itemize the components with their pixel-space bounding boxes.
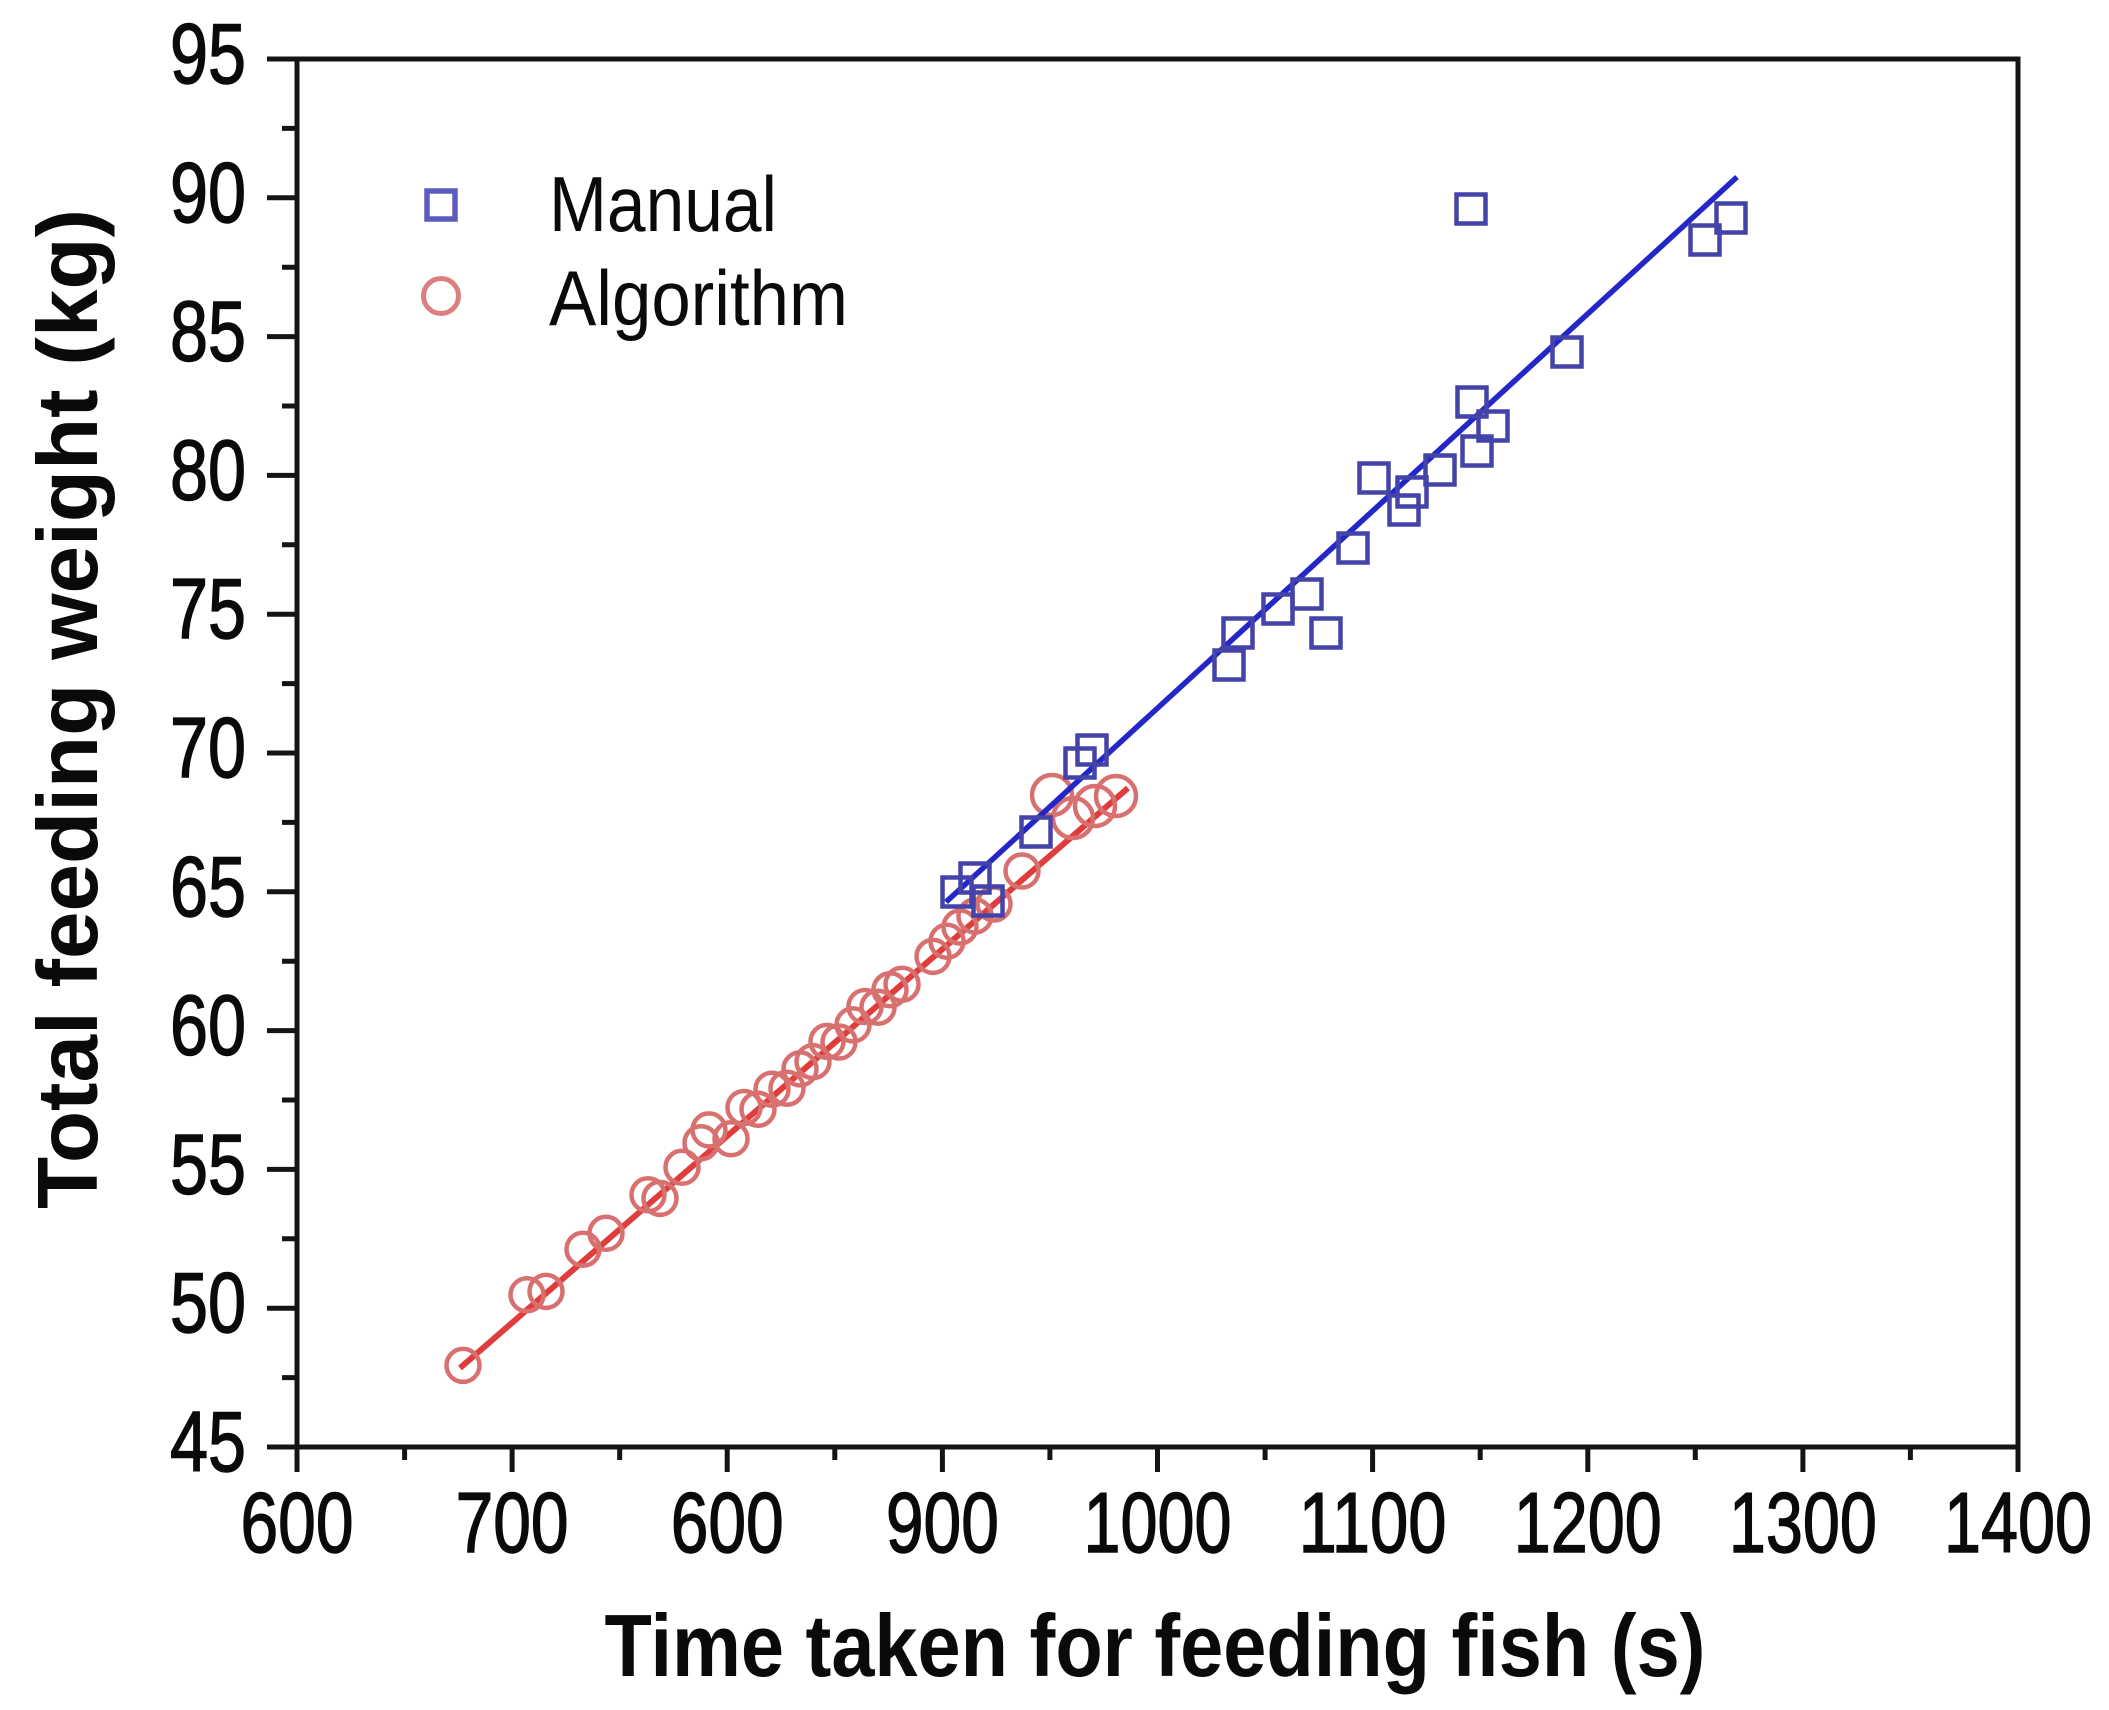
svg-text:1000: 1000 [1084,1476,1232,1571]
svg-text:1400: 1400 [1944,1476,2092,1571]
svg-text:85: 85 [170,285,246,380]
svg-text:65: 65 [170,840,246,935]
svg-text:75: 75 [170,562,246,657]
svg-text:900: 900 [886,1476,999,1571]
svg-text:Manual: Manual [549,160,777,248]
svg-text:Total feeding weight (kg): Total feeding weight (kg) [21,209,116,1209]
svg-text:Algorithm: Algorithm [549,254,848,342]
svg-text:45: 45 [170,1395,246,1490]
svg-text:55: 55 [170,1117,246,1212]
svg-text:600: 600 [671,1476,784,1571]
svg-text:50: 50 [170,1256,246,1351]
svg-text:1200: 1200 [1514,1476,1662,1571]
svg-text:700: 700 [456,1476,569,1571]
svg-text:90: 90 [170,146,246,241]
svg-text:1300: 1300 [1729,1476,1877,1571]
svg-text:1100: 1100 [1299,1476,1447,1571]
svg-text:60: 60 [170,979,246,1074]
svg-text:Time taken for feeding fish (s: Time taken for feeding fish (s) [605,1596,1706,1695]
svg-text:70: 70 [170,701,246,796]
svg-text:95: 95 [170,7,246,102]
svg-text:600: 600 [241,1476,354,1571]
svg-text:80: 80 [170,423,246,518]
